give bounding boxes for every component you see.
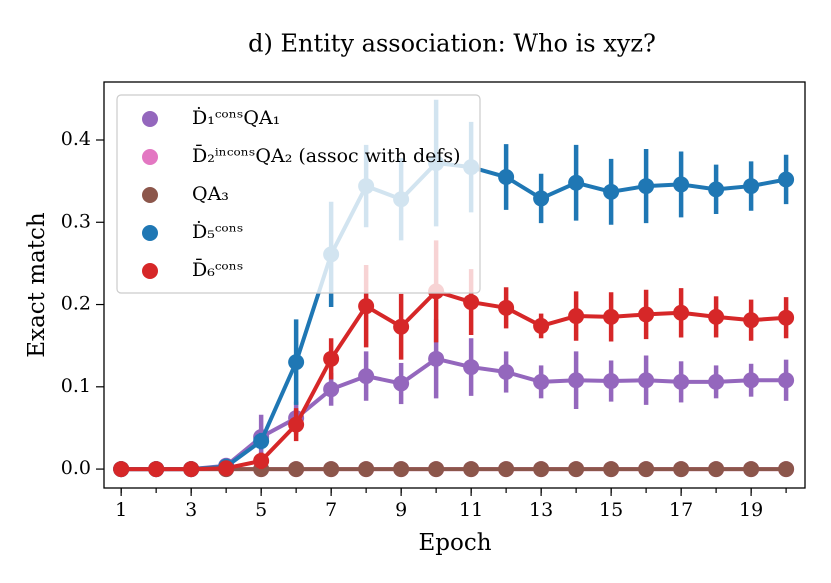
point <box>253 433 270 450</box>
x-tick-label: 11 <box>459 499 483 521</box>
point <box>708 373 725 390</box>
point <box>393 461 410 478</box>
point <box>603 308 620 325</box>
legend-label: QA₃ <box>192 183 229 205</box>
legend-label: Ḋ₅ᶜᵒⁿˢ <box>192 220 243 243</box>
point <box>533 190 550 207</box>
point <box>288 461 305 478</box>
point <box>218 460 235 477</box>
point <box>673 461 690 478</box>
point <box>568 372 585 389</box>
point <box>673 176 690 193</box>
plot-frame <box>103 81 806 489</box>
point <box>323 350 340 367</box>
point <box>428 461 445 478</box>
point <box>708 181 725 198</box>
legend-marker <box>142 263 158 279</box>
point <box>428 350 445 367</box>
point <box>113 461 130 478</box>
point <box>323 461 340 478</box>
point <box>498 364 515 380</box>
y-axis-label: Exact match <box>24 212 50 358</box>
point <box>358 461 375 478</box>
point <box>743 178 760 195</box>
point <box>358 368 375 385</box>
point <box>603 183 620 200</box>
point <box>288 354 305 371</box>
point <box>568 461 585 478</box>
point <box>638 178 655 195</box>
point <box>393 318 410 335</box>
point <box>778 372 795 389</box>
y-tick-label: 0.1 <box>61 375 91 397</box>
x-tick-label: 3 <box>185 499 197 521</box>
point <box>743 461 760 478</box>
legend-label: D̄₂ⁱⁿᶜᵒⁿˢQA₂ (assoc with defs) <box>192 144 461 167</box>
x-tick-label: 5 <box>255 499 267 521</box>
point <box>463 294 480 311</box>
series <box>113 240 795 478</box>
point <box>253 452 270 469</box>
point <box>743 372 760 389</box>
point <box>568 174 585 191</box>
legend-box <box>116 94 481 294</box>
series <box>113 319 795 478</box>
point <box>498 461 515 478</box>
point <box>498 169 515 186</box>
y-tick-label: 0.2 <box>61 293 91 315</box>
point <box>603 373 620 390</box>
point <box>778 309 795 326</box>
point <box>183 461 200 478</box>
legend-label: D̄₆ᶜᵒⁿˢ <box>192 258 243 281</box>
point <box>638 306 655 323</box>
legend-marker <box>142 225 158 241</box>
point <box>708 461 725 478</box>
point <box>603 461 620 478</box>
point <box>533 373 550 390</box>
legend-marker <box>142 149 158 165</box>
point <box>323 381 340 398</box>
chart-title: d) Entity association: Who is xyz? <box>248 30 656 58</box>
point <box>148 461 165 478</box>
point <box>778 461 795 478</box>
point <box>498 299 515 316</box>
legend-marker <box>142 111 158 127</box>
legend: Ḋ₁ᶜᵒⁿˢQA₁ D̄₂ⁱⁿᶜᵒⁿˢQA₂ (assoc with defs) Q… <box>116 94 481 294</box>
point <box>638 372 655 389</box>
point <box>673 373 690 390</box>
x-axis-label: Epoch <box>418 530 491 556</box>
x-tick-label: 1 <box>115 499 127 521</box>
point <box>393 375 410 392</box>
point <box>533 461 550 478</box>
legend-marker <box>142 187 158 203</box>
x-tick-label: 7 <box>325 499 337 521</box>
point <box>288 416 305 433</box>
point <box>743 312 760 329</box>
point <box>708 308 725 325</box>
point <box>568 308 585 325</box>
x-tick-label: 19 <box>739 499 763 521</box>
y-tick-label: 0.4 <box>61 128 91 150</box>
point <box>778 171 795 188</box>
point <box>638 461 655 478</box>
point <box>463 359 480 376</box>
x-tick-label: 15 <box>599 499 623 521</box>
x-tick-label: 9 <box>395 499 407 521</box>
point <box>463 461 480 478</box>
legend-label: Ḋ₁ᶜᵒⁿˢQA₁ <box>192 106 280 129</box>
y-tick-label: 0.0 <box>61 457 91 479</box>
x-tick-label: 13 <box>529 499 553 521</box>
point <box>358 298 375 315</box>
point <box>673 304 690 321</box>
line <box>121 356 787 472</box>
point <box>533 317 550 334</box>
y-tick-label: 0.3 <box>61 210 91 232</box>
x-tick-label: 17 <box>669 499 693 521</box>
